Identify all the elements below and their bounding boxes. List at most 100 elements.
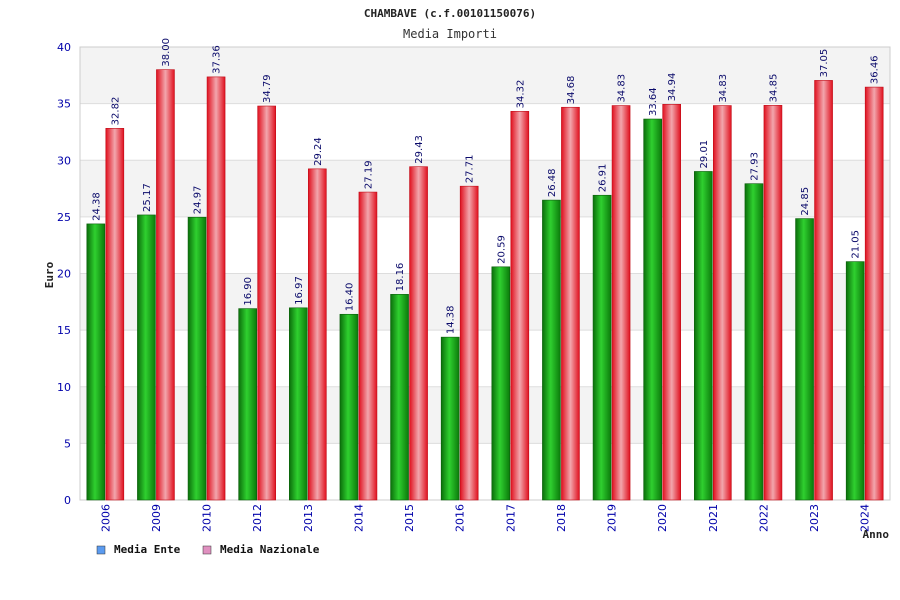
data-label: 36.46 xyxy=(870,55,881,84)
bar-media-ente xyxy=(694,171,713,501)
bar-media-ente xyxy=(592,194,612,501)
bar-media-ente xyxy=(643,118,662,501)
x-tick-label: 2022 xyxy=(757,504,770,532)
x-tick-label: 2014 xyxy=(352,504,365,532)
data-label: 20.59 xyxy=(496,235,507,264)
y-tick-label: 5 xyxy=(64,437,71,450)
bar-media-nazionale xyxy=(864,86,884,501)
legend-label-media-nazionale: Media Nazionale xyxy=(220,543,320,556)
x-tick-label: 2010 xyxy=(201,504,214,532)
bar-media-nazionale xyxy=(358,191,378,501)
x-axis-label: Anno xyxy=(863,528,890,541)
data-label: 34.79 xyxy=(262,74,273,103)
data-label: 29.43 xyxy=(414,135,425,164)
bar-media-ente xyxy=(187,216,207,501)
data-label: 38.00 xyxy=(161,38,172,67)
bar-media-ente xyxy=(440,336,460,501)
bar-media-nazionale xyxy=(459,185,479,501)
bar-media-nazionale xyxy=(257,105,276,501)
bars: 24.38 32.82 25.17 38.00 24.97 37.36 16.90 34.79… xyxy=(86,38,884,501)
legend: Media Ente Media Nazionale xyxy=(96,543,320,556)
legend-label-media-ente: Media Ente xyxy=(114,543,181,556)
y-tick-label: 30 xyxy=(57,154,71,167)
x-tick-label: 2021 xyxy=(707,504,720,532)
data-label: 14.38 xyxy=(446,306,457,335)
bar-media-nazionale xyxy=(662,104,681,501)
bar-media-nazionale xyxy=(206,76,226,501)
data-label: 16.90 xyxy=(243,277,254,306)
data-label: 34.94 xyxy=(667,73,678,102)
legend-swatch-media-ente xyxy=(96,545,106,555)
data-label: 26.91 xyxy=(598,164,609,193)
data-label: 33.64 xyxy=(648,87,659,116)
data-label: 29.24 xyxy=(313,137,324,166)
y-tick-label: 25 xyxy=(57,211,71,224)
data-label: 27.93 xyxy=(749,152,760,181)
x-tick-label: 2024 xyxy=(859,504,872,532)
y-tick-label: 15 xyxy=(57,324,71,337)
x-tick-label: 2015 xyxy=(403,504,416,532)
bar-media-nazionale xyxy=(308,168,327,501)
chart-subtitle: Media Importi xyxy=(403,27,497,41)
bar-media-nazionale xyxy=(611,105,631,501)
x-axis-ticks: 2006 2009 2010 2012 2013 2014 2015 2016 2017 2018… xyxy=(99,504,871,532)
y-axis-ticks: 0 5 10 15 20 25 30 35 40 xyxy=(57,41,71,507)
data-label: 34.85 xyxy=(768,74,779,103)
bar-media-nazionale xyxy=(156,69,175,501)
bar-media-ente xyxy=(744,183,764,501)
data-label: 16.97 xyxy=(294,276,305,305)
data-label: 24.85 xyxy=(800,187,811,216)
y-tick-label: 0 xyxy=(64,494,71,507)
x-tick-label: 2013 xyxy=(302,504,315,532)
data-label: 34.68 xyxy=(566,76,577,105)
data-label: 37.05 xyxy=(819,49,830,78)
bar-media-ente xyxy=(845,261,865,501)
x-tick-label: 2006 xyxy=(99,504,112,532)
bar-media-ente xyxy=(289,307,308,501)
legend-swatch-media-nazionale xyxy=(202,545,212,555)
data-label: 18.16 xyxy=(395,263,406,292)
x-tick-label: 2020 xyxy=(656,504,669,532)
bar-media-ente xyxy=(491,266,511,501)
bar-media-ente xyxy=(390,294,409,501)
bar-media-nazionale xyxy=(409,166,428,501)
data-label: 21.05 xyxy=(851,230,862,259)
y-tick-label: 35 xyxy=(57,98,71,111)
data-label: 24.97 xyxy=(193,186,204,215)
bar-media-nazionale xyxy=(814,80,833,501)
data-label: 34.83 xyxy=(617,74,628,103)
bar-media-ente xyxy=(542,199,561,501)
plot-frame xyxy=(79,46,891,501)
data-label: 26.48 xyxy=(547,168,558,197)
bar-media-nazionale xyxy=(510,111,530,501)
bar-media-ente xyxy=(137,214,156,501)
data-label: 29.01 xyxy=(699,140,710,169)
data-label: 24.38 xyxy=(91,192,102,221)
x-tick-label: 2016 xyxy=(454,504,467,532)
data-label: 34.83 xyxy=(718,74,729,103)
y-tick-label: 10 xyxy=(57,381,71,394)
y-axis-label: Euro xyxy=(43,261,56,288)
bar-media-nazionale xyxy=(763,105,783,501)
x-tick-label: 2012 xyxy=(251,504,264,532)
chart-title: CHAMBAVE (c.f.00101150076) xyxy=(364,7,536,20)
data-label: 27.71 xyxy=(465,155,476,184)
bar-media-nazionale xyxy=(713,105,732,501)
y-tick-label: 20 xyxy=(57,268,71,281)
data-label: 32.82 xyxy=(110,97,121,126)
x-tick-label: 2009 xyxy=(150,504,163,532)
bar-media-ente xyxy=(795,218,814,501)
data-label: 27.19 xyxy=(363,160,374,189)
data-label: 34.32 xyxy=(515,80,526,109)
x-tick-label: 2023 xyxy=(808,504,821,532)
bar-media-nazionale xyxy=(105,128,125,501)
bar-media-ente xyxy=(339,313,359,501)
y-tick-label: 40 xyxy=(57,41,71,54)
x-tick-label: 2018 xyxy=(555,504,568,532)
bar-media-nazionale xyxy=(561,106,580,501)
data-label: 25.17 xyxy=(142,183,153,212)
x-tick-label: 2017 xyxy=(504,504,517,532)
bar-media-ente xyxy=(238,308,257,501)
bar-media-ente xyxy=(86,223,106,501)
